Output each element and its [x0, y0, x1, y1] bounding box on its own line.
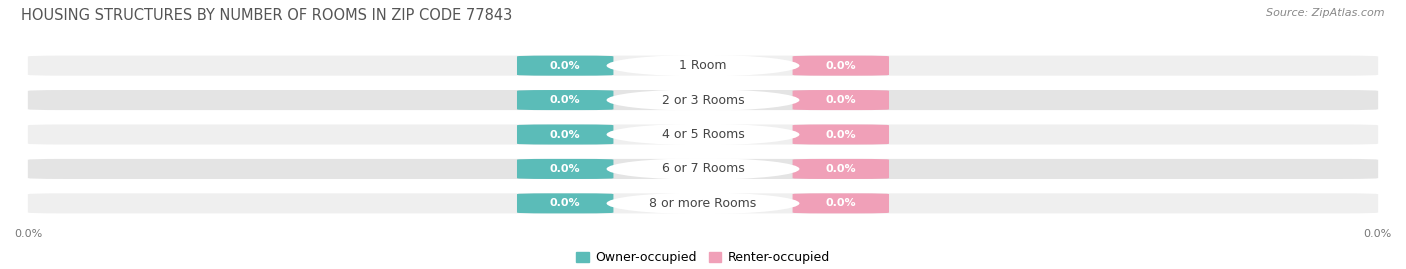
Text: 0.0%: 0.0% [825, 61, 856, 71]
Ellipse shape [606, 89, 800, 111]
FancyBboxPatch shape [793, 125, 889, 144]
FancyBboxPatch shape [28, 125, 1378, 144]
Text: Source: ZipAtlas.com: Source: ZipAtlas.com [1267, 8, 1385, 18]
FancyBboxPatch shape [28, 90, 1378, 110]
FancyBboxPatch shape [517, 90, 613, 110]
Ellipse shape [606, 193, 800, 214]
FancyBboxPatch shape [28, 193, 1378, 213]
Text: 0.0%: 0.0% [825, 129, 856, 140]
Text: 0.0%: 0.0% [550, 164, 581, 174]
Text: 4 or 5 Rooms: 4 or 5 Rooms [662, 128, 744, 141]
Text: 0.0%: 0.0% [825, 95, 856, 105]
Text: 0.0%: 0.0% [550, 95, 581, 105]
Text: 0.0%: 0.0% [825, 164, 856, 174]
Text: 0.0%: 0.0% [1364, 229, 1392, 239]
FancyBboxPatch shape [793, 56, 889, 76]
Ellipse shape [606, 124, 800, 145]
Ellipse shape [606, 158, 800, 180]
FancyBboxPatch shape [517, 125, 613, 144]
Ellipse shape [606, 55, 800, 76]
Text: 0.0%: 0.0% [550, 61, 581, 71]
Text: HOUSING STRUCTURES BY NUMBER OF ROOMS IN ZIP CODE 77843: HOUSING STRUCTURES BY NUMBER OF ROOMS IN… [21, 8, 512, 23]
FancyBboxPatch shape [28, 56, 1378, 76]
Text: 2 or 3 Rooms: 2 or 3 Rooms [662, 94, 744, 107]
Legend: Owner-occupied, Renter-occupied: Owner-occupied, Renter-occupied [571, 246, 835, 269]
Text: 0.0%: 0.0% [825, 198, 856, 208]
Text: 0.0%: 0.0% [550, 129, 581, 140]
Text: 1 Room: 1 Room [679, 59, 727, 72]
Text: 6 or 7 Rooms: 6 or 7 Rooms [662, 162, 744, 175]
Text: 0.0%: 0.0% [14, 229, 42, 239]
FancyBboxPatch shape [793, 90, 889, 110]
FancyBboxPatch shape [793, 159, 889, 179]
FancyBboxPatch shape [793, 193, 889, 213]
Text: 8 or more Rooms: 8 or more Rooms [650, 197, 756, 210]
Text: 0.0%: 0.0% [550, 198, 581, 208]
FancyBboxPatch shape [517, 159, 613, 179]
FancyBboxPatch shape [517, 193, 613, 213]
FancyBboxPatch shape [28, 159, 1378, 179]
FancyBboxPatch shape [517, 56, 613, 76]
